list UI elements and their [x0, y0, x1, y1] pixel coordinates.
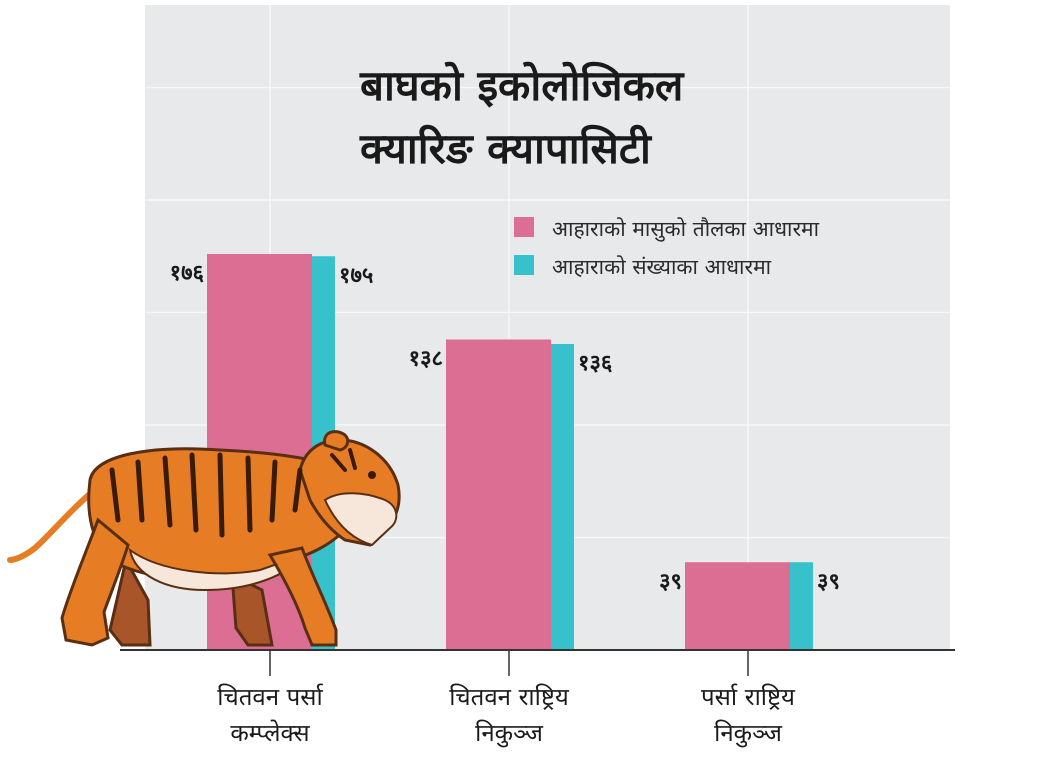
- legend-label-weight: आहाराको मासुको तौलका आधारमा: [552, 217, 820, 242]
- chart-title: बाघको इकोलोजिकल क्यारिङ क्यापासिटी: [359, 61, 685, 173]
- tiger-illustration: [7, 430, 401, 647]
- bar-weight: [685, 562, 790, 650]
- legend-label-count: आहाराको संख्याका आधारमा: [552, 255, 772, 279]
- value-label-count: १३६: [578, 351, 613, 376]
- category-label: चितवन पर्सा: [217, 683, 324, 711]
- category-label: चितवन राष्ट्रिय: [449, 683, 570, 711]
- value-labels: १७६ १७५ १३८ १३६ ३९ ३९: [170, 261, 840, 594]
- legend-swatch-count: [514, 255, 534, 275]
- value-label-weight: १३८: [409, 347, 443, 372]
- bar-count: [551, 344, 574, 650]
- value-label-weight: १७६: [170, 261, 205, 286]
- category-label: पर्सा राष्ट्रिय: [701, 683, 796, 711]
- x-axis-ticks: [269, 650, 749, 676]
- bar-count: [790, 562, 813, 650]
- legend: आहाराको मासुको तौलका आधारमा आहाराको संख्…: [514, 217, 820, 279]
- value-label-count: १७५: [339, 263, 373, 288]
- chart-title-line-1: बाघको इकोलोजिकल: [359, 61, 685, 110]
- category-labels: चितवन पर्सा कम्प्लेक्स चितवन राष्ट्रिय निकु…: [217, 683, 796, 748]
- value-label-count: ३९: [817, 569, 840, 594]
- chart-title-line-2: क्यारिङ क्यापासिटी: [359, 124, 653, 173]
- bar-weight: [446, 339, 551, 650]
- legend-swatch-weight: [514, 217, 534, 237]
- category-label: निकुञ्ज: [714, 719, 783, 748]
- category-label: कम्प्लेक्स: [230, 719, 310, 747]
- value-label-weight: ३९: [659, 569, 682, 594]
- category-label: निकुञ्ज: [475, 719, 544, 748]
